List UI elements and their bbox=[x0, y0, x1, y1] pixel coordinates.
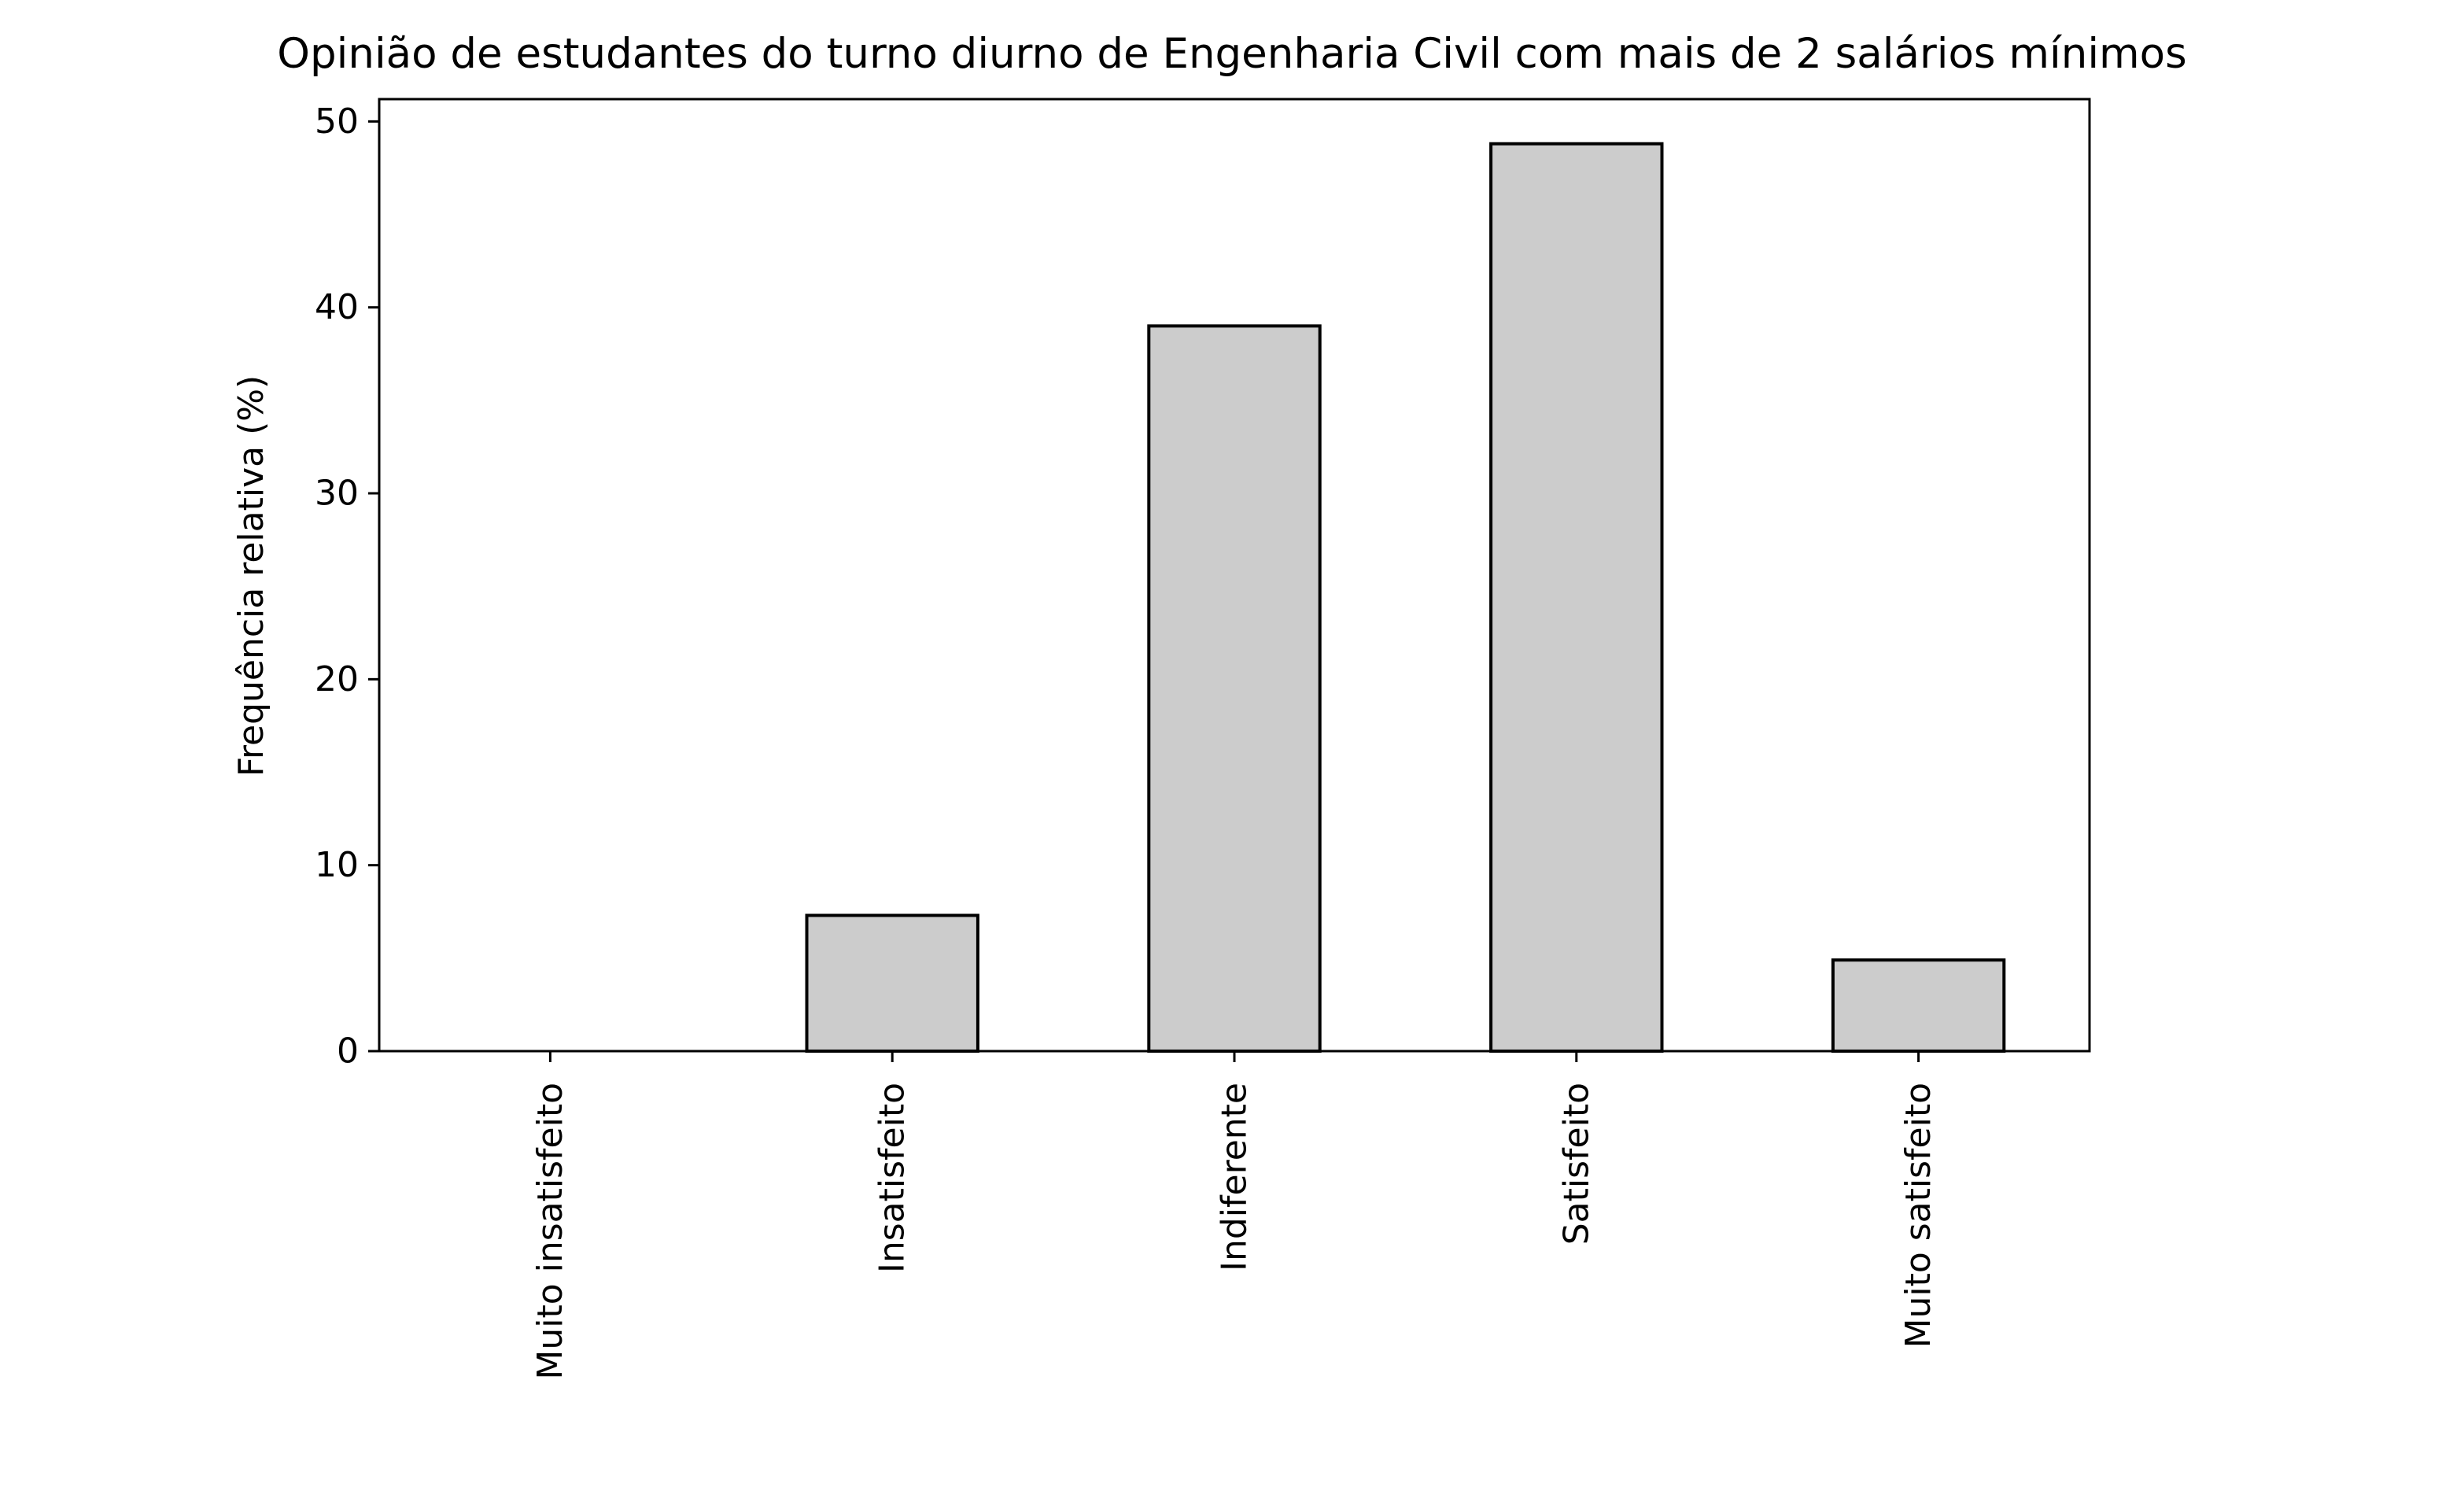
y-tick-label: 50 bbox=[315, 101, 359, 142]
y-tick-label: 40 bbox=[315, 287, 359, 327]
y-axis-ticks: 0 10 20 30 40 50 bbox=[315, 101, 379, 1072]
bar bbox=[1147, 324, 1322, 1053]
y-tick-label: 20 bbox=[315, 659, 359, 699]
y-tick-label: 0 bbox=[337, 1031, 359, 1072]
bars-group bbox=[805, 142, 2006, 1053]
y-tick-label: 30 bbox=[315, 474, 359, 514]
x-tick-label: Indiferente bbox=[1215, 1083, 1255, 1271]
x-tick-label: Satisfeito bbox=[1556, 1083, 1596, 1245]
bar bbox=[1489, 142, 1664, 1053]
x-axis-ticks: Muito insatisfeito Insatisfeito Indiferent… bbox=[530, 1051, 1938, 1380]
y-tick-label: 10 bbox=[315, 845, 359, 885]
y-axis-label: Frequência relativa (%) bbox=[231, 375, 271, 777]
x-tick-label: Muito insatisfeito bbox=[530, 1083, 570, 1380]
bar bbox=[1831, 958, 2006, 1053]
bar bbox=[805, 913, 979, 1053]
x-tick-label: Insatisfeito bbox=[872, 1083, 913, 1273]
chart-title: Opinião de estudantes do turno diurno de… bbox=[277, 30, 2186, 78]
x-tick-label: Muito satisfeito bbox=[1898, 1083, 1938, 1348]
plot-area-frame bbox=[378, 98, 2091, 1053]
